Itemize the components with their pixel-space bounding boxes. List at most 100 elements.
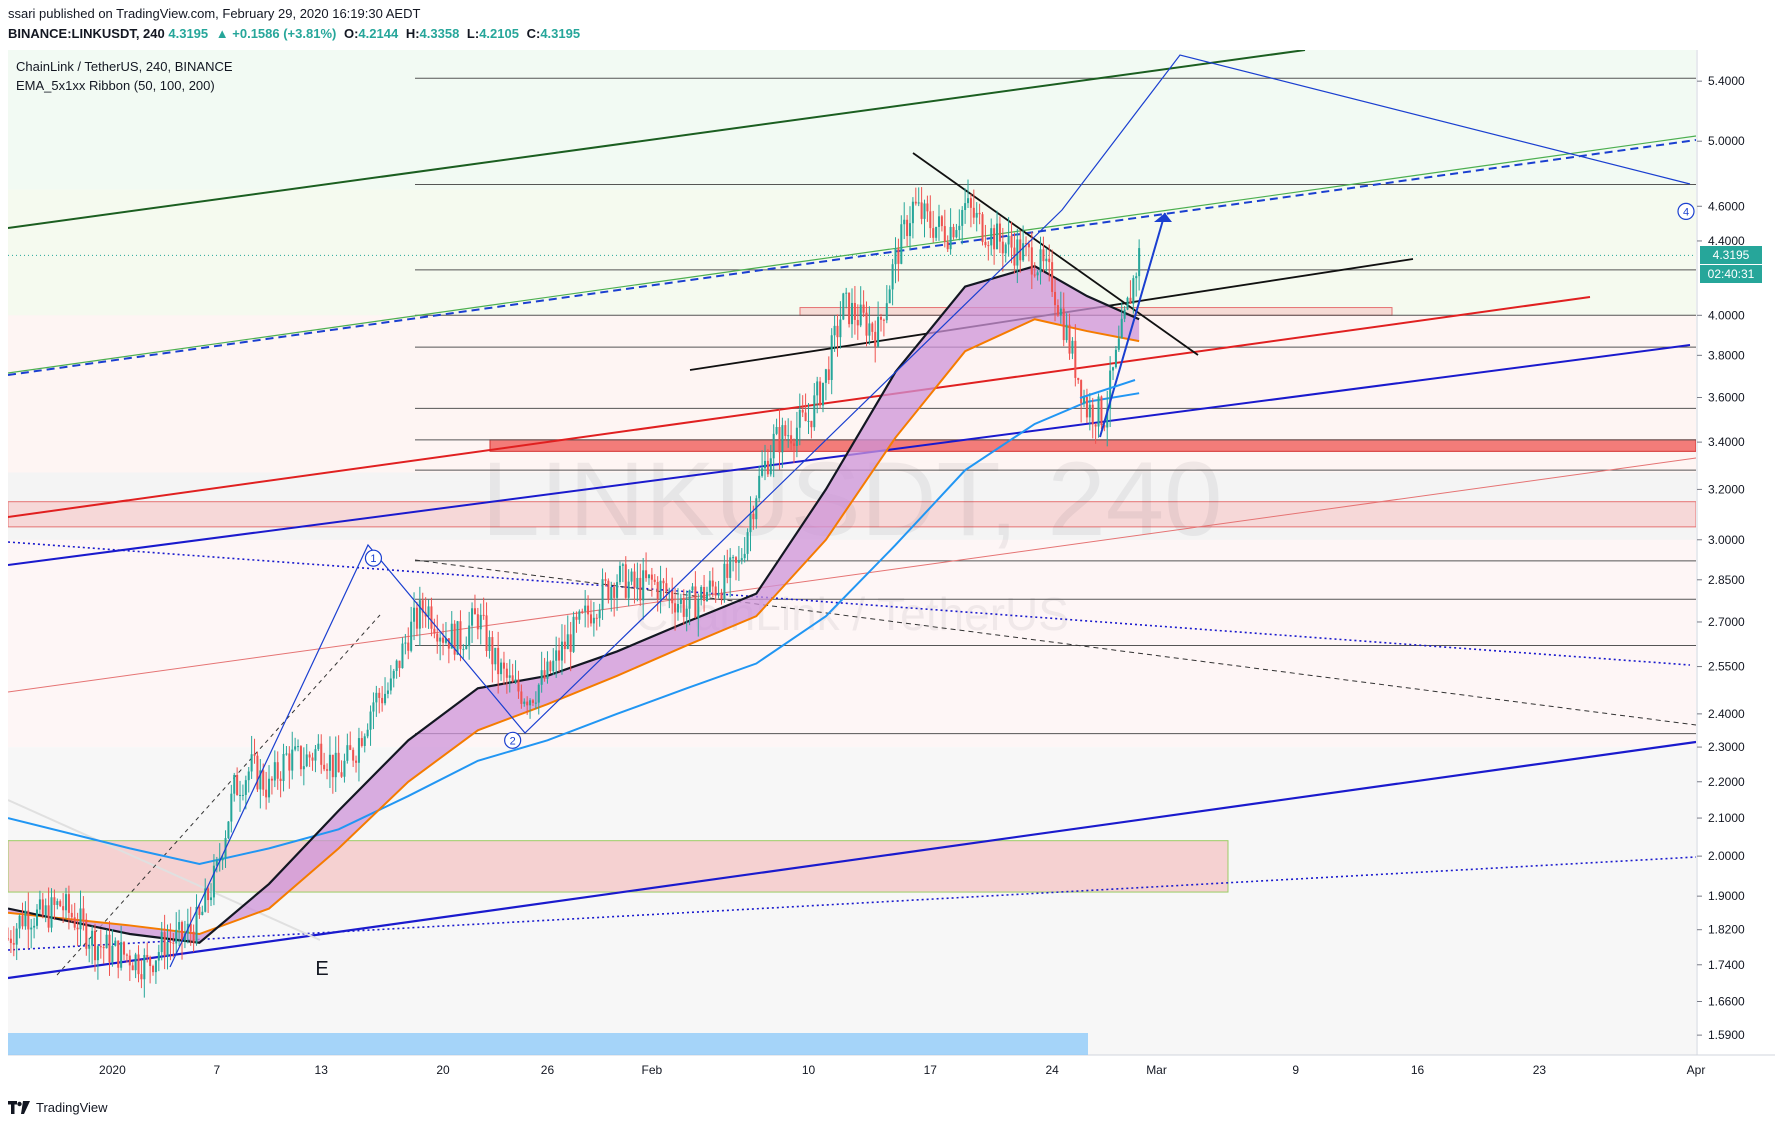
footer-brand: TradingView xyxy=(36,1100,108,1115)
candle-body xyxy=(192,931,195,943)
candle-body xyxy=(352,749,355,761)
candle-body xyxy=(879,316,883,320)
candle-body xyxy=(430,606,433,629)
candle-body xyxy=(244,780,247,795)
candle-body xyxy=(552,660,555,672)
candle-body xyxy=(958,225,961,231)
x-tick-label: Mar xyxy=(1146,1063,1167,1077)
candle-body xyxy=(961,210,964,226)
candle-body xyxy=(314,749,317,761)
candle-body xyxy=(613,587,616,598)
y-tick-label: 1.8200 xyxy=(1708,923,1745,937)
candle-body xyxy=(485,615,488,651)
candle-body xyxy=(671,591,674,604)
candle-body xyxy=(279,778,282,782)
candle-body xyxy=(1129,297,1132,304)
candle-body xyxy=(134,954,137,971)
candle-body xyxy=(265,789,268,798)
time-range-bar xyxy=(8,1033,1088,1055)
candle-body xyxy=(891,264,894,290)
candle-body xyxy=(427,606,430,617)
candle-body xyxy=(537,684,540,703)
candle-body xyxy=(821,382,825,406)
last-price: 4.3195 xyxy=(168,26,209,41)
candle-body xyxy=(1103,425,1106,428)
candle-body xyxy=(978,212,981,215)
candle-body xyxy=(563,641,566,650)
symbol-quote-line: BINANCE:LINKUSDT, 240 4.3195 ▲ +0.1586 (… xyxy=(8,26,584,41)
last-price-label: 4.3195 xyxy=(1700,246,1762,265)
red-trend-line xyxy=(8,296,1591,518)
indicator-legend[interactable]: EMA_5x1xx Ribbon (50, 100, 200) xyxy=(16,78,215,93)
candle-body xyxy=(543,670,546,679)
wave-marker-circle xyxy=(504,731,522,749)
y-tick-label: 3.6000 xyxy=(1708,391,1745,405)
candle-body xyxy=(714,586,717,596)
candle-body xyxy=(697,599,700,618)
candle-body xyxy=(555,650,558,661)
candle-body xyxy=(636,577,639,588)
candle-body xyxy=(700,586,703,600)
candle-body xyxy=(56,901,59,905)
candle-body xyxy=(688,590,691,609)
x-tick-label: Feb xyxy=(642,1063,663,1077)
x-tick-label: 7 xyxy=(213,1063,220,1077)
candle-body xyxy=(917,202,920,204)
candle-body xyxy=(96,946,99,961)
candle-body xyxy=(111,945,114,963)
time-axis[interactable]: 2020 7 13 20 26 Feb 10 17 24 Mar 9 16 23 Apr xyxy=(99,1063,1705,1077)
candle-body xyxy=(27,910,30,930)
faded-line xyxy=(8,799,321,941)
candle-body xyxy=(1033,274,1036,276)
candle-body xyxy=(1112,367,1115,371)
candle-body xyxy=(940,216,943,227)
candle-body xyxy=(1025,243,1028,245)
candle-body xyxy=(734,557,738,563)
low-value: 4.2105 xyxy=(479,26,519,41)
candle-body xyxy=(1001,241,1004,254)
candle-body xyxy=(1019,239,1022,261)
candle-body xyxy=(105,934,108,949)
candle-body xyxy=(273,762,276,781)
y-tick-label: 2.3000 xyxy=(1708,740,1745,754)
candle-body xyxy=(1007,235,1010,245)
candle-body xyxy=(407,642,410,651)
candle-body xyxy=(462,649,465,651)
candle-body xyxy=(259,770,262,790)
candle-body xyxy=(589,614,592,624)
candle-body xyxy=(1091,404,1094,425)
background-zone-5 xyxy=(8,747,1696,1055)
candle-body xyxy=(212,865,215,898)
candle-body xyxy=(291,749,294,771)
candle-body xyxy=(906,219,909,237)
wave-marker-label: 2 xyxy=(510,735,516,747)
candle-body xyxy=(500,662,503,675)
candle-body xyxy=(853,302,856,320)
dashed-wave-line xyxy=(56,614,381,976)
candle-body xyxy=(911,201,914,224)
candle-body xyxy=(616,582,619,598)
candle-body xyxy=(256,755,259,790)
candle-body xyxy=(830,335,833,380)
price-axis[interactable]: 5.4000 5.0000 4.6000 4.4000 4.0000 3.8000 3.60… xyxy=(1697,74,1745,1042)
x-tick-label: 20 xyxy=(436,1063,450,1077)
y-tick-label: 5.0000 xyxy=(1708,134,1745,148)
candle-body xyxy=(497,647,500,675)
candle-body xyxy=(848,292,851,325)
candle-body xyxy=(705,592,708,602)
triangle-up-icon: ▲ xyxy=(215,26,229,41)
candle-body xyxy=(157,952,160,961)
lower-channel-line xyxy=(8,740,1696,980)
candle-body xyxy=(355,760,358,763)
x-tick-label: 16 xyxy=(1411,1063,1425,1077)
candle-body xyxy=(1120,318,1123,339)
candle-body xyxy=(630,571,633,582)
candle-body xyxy=(662,580,665,584)
candle-body xyxy=(444,638,447,643)
candle-body xyxy=(679,598,682,604)
candle-body xyxy=(795,427,798,446)
candle-body xyxy=(1048,258,1051,263)
candle-body xyxy=(340,772,343,777)
candle-body xyxy=(645,570,648,579)
